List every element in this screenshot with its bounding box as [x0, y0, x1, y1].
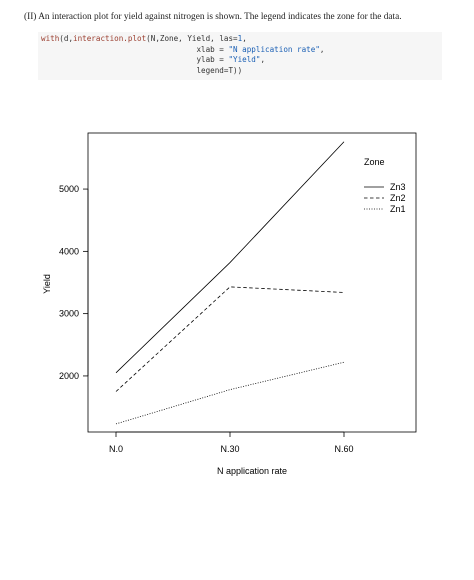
intro-text: (II) An interaction plot for yield again…	[24, 12, 402, 22]
x-tick-label: N.60	[334, 444, 353, 454]
y-tick-label: 4000	[59, 246, 79, 256]
series-line-zn1	[115, 361, 345, 425]
series-lines	[115, 141, 345, 425]
code-line3-a: ylab =	[41, 55, 229, 65]
y-tick-label: 5000	[59, 184, 79, 194]
code-fn-interaction-plot: interaction.plot	[73, 34, 147, 43]
legend-label-zn1: Zn1	[390, 204, 406, 214]
y-axis-label: Yield	[42, 274, 52, 294]
x-axis-label: N application rate	[217, 466, 287, 476]
code-line4: legend=T))	[41, 65, 243, 75]
legend-label-zn3: Zn3	[390, 182, 406, 192]
legend-title: Zone	[364, 157, 385, 167]
y-tick-label: 3000	[59, 309, 79, 319]
series-line-zn3	[115, 141, 345, 374]
x-axis: N.0 N.30 N.60	[109, 431, 354, 454]
code-line2-b: ,	[319, 44, 325, 54]
code-line2-a: xlab =	[41, 44, 229, 54]
series-line-zn2	[115, 286, 345, 392]
code-line3-b: ,	[260, 55, 266, 65]
code-line1-c: ,	[242, 34, 247, 43]
plot-frame	[87, 132, 417, 433]
x-tick-label: N.30	[220, 444, 239, 454]
code-line1-num: 1	[237, 34, 243, 43]
code-fn-with: with	[41, 34, 60, 43]
code-line3-str: "Yield"	[228, 55, 261, 65]
code-line1-b: (N,Zone, Yield, las=	[146, 34, 238, 43]
legend-label-zn2: Zn2	[390, 193, 406, 203]
y-tick-label: 2000	[59, 371, 79, 381]
y-axis: 2000 3000 4000 5000	[59, 184, 89, 381]
code-line2-str: "N application rate"	[228, 44, 320, 54]
x-tick-label: N.0	[109, 444, 123, 454]
code-line1-a: (d,	[59, 34, 74, 43]
code-block: with(d,interaction.plot(N,Zone, Yield, l…	[38, 32, 442, 80]
